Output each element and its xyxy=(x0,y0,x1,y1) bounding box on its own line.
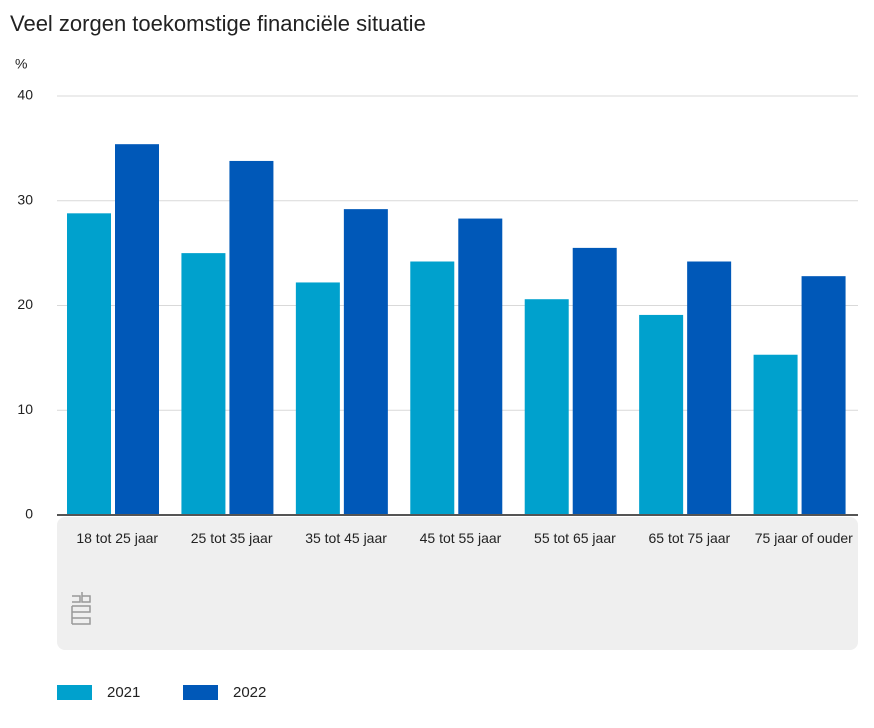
legend-swatch[interactable] xyxy=(57,685,92,700)
bar xyxy=(67,213,111,515)
bar xyxy=(410,261,455,515)
legend-label[interactable]: 2021 xyxy=(107,684,140,701)
bar xyxy=(687,261,732,515)
y-tick-label: 0 xyxy=(25,506,33,522)
bar xyxy=(801,276,846,515)
bar xyxy=(753,354,798,515)
bar xyxy=(343,209,388,515)
bar xyxy=(458,218,503,515)
bar xyxy=(181,253,226,515)
bar xyxy=(572,247,617,515)
x-tick-label: 25 tot 35 jaar xyxy=(190,530,273,546)
y-tick-label: 20 xyxy=(17,296,33,312)
x-tick-label: 55 tot 65 jaar xyxy=(534,530,616,546)
y-tick-label: 40 xyxy=(17,87,33,103)
x-tick-label: 18 tot 25 jaar xyxy=(76,530,159,546)
legend-swatch[interactable] xyxy=(183,685,218,700)
bar xyxy=(639,314,684,515)
label-panel xyxy=(57,517,858,650)
bar xyxy=(524,299,569,515)
y-tick-label: 30 xyxy=(17,191,33,207)
y-tick-label: 10 xyxy=(17,401,33,417)
bar xyxy=(115,144,159,515)
x-tick-label: 45 tot 55 jaar xyxy=(419,530,502,546)
x-tick-label: 35 tot 45 jaar xyxy=(305,530,387,546)
x-tick-label: 75 jaar of ouder xyxy=(754,530,853,546)
cbs-logo xyxy=(71,592,91,625)
x-tick-label: 65 tot 75 jaar xyxy=(648,530,731,546)
bar xyxy=(229,160,274,515)
chart-title: Veel zorgen toekomstige financiële situa… xyxy=(10,11,426,36)
bar xyxy=(295,282,340,515)
legend-label[interactable]: 2022 xyxy=(233,684,266,701)
y-axis-label: % xyxy=(15,56,27,72)
